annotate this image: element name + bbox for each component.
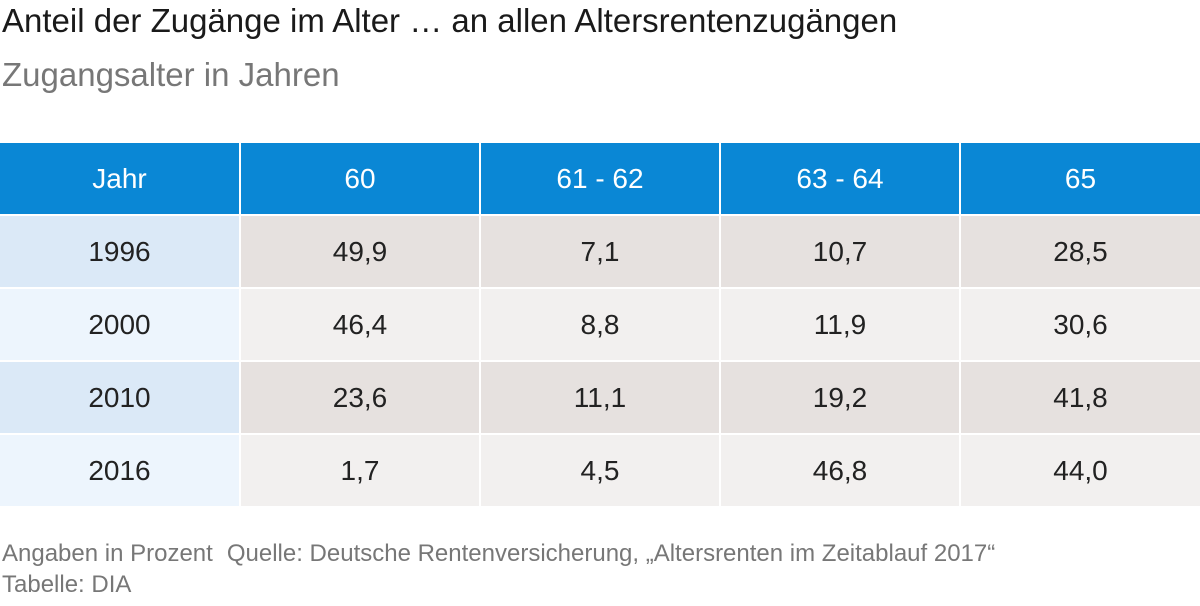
value-cell: 49,9 [240,215,481,289]
data-table: Jahr 60 61 - 62 63 - 64 65 1996 49,9 7,1… [0,143,1200,508]
value-cell: 4,5 [480,434,721,508]
table-row: 1996 49,9 7,1 10,7 28,5 [0,215,1200,289]
value-cell: 10,7 [720,215,961,289]
footer-line-1: Angaben in Prozent Quelle: Deutsche Rente… [2,538,995,569]
table-row: 2000 46,4 8,8 11,9 30,6 [0,288,1200,362]
value-cell: 41,8 [960,361,1200,435]
value-cell: 44,0 [960,434,1200,508]
value-cell: 46,8 [720,434,961,508]
value-cell: 30,6 [960,288,1200,362]
value-cell: 8,8 [480,288,721,362]
year-cell: 2016 [0,434,241,508]
value-cell: 19,2 [720,361,961,435]
year-cell: 1996 [0,215,241,289]
value-cell: 11,1 [480,361,721,435]
year-cell: 2000 [0,288,241,362]
header-row: Jahr 60 61 - 62 63 - 64 65 [0,143,1200,216]
value-cell: 11,9 [720,288,961,362]
column-header-age-61-62: 61 - 62 [480,143,721,216]
value-cell: 28,5 [960,215,1200,289]
value-cell: 7,1 [480,215,721,289]
value-cell: 46,4 [240,288,481,362]
table-subtitle: Zugangsalter in Jahren [2,56,340,93]
table-row: 2010 23,6 11,1 19,2 41,8 [0,361,1200,435]
value-cell: 23,6 [240,361,481,435]
column-header-age-65: 65 [960,143,1200,216]
table-footer: Angaben in Prozent Quelle: Deutsche Rente… [2,538,995,600]
column-header-year: Jahr [0,143,241,216]
column-header-age-63-64: 63 - 64 [720,143,961,216]
value-cell: 1,7 [240,434,481,508]
table-row: 2016 1,7 4,5 46,8 44,0 [0,434,1200,508]
table-title: Anteil der Zugänge im Alter … an allen A… [2,2,898,39]
year-cell: 2010 [0,361,241,435]
column-header-age-60: 60 [240,143,481,216]
credit-note: Tabelle: DIA [2,571,132,598]
source-note: Quelle: Deutsche Rentenversicherung, „Al… [226,540,996,567]
unit-note: Angaben in Prozent [2,540,213,567]
